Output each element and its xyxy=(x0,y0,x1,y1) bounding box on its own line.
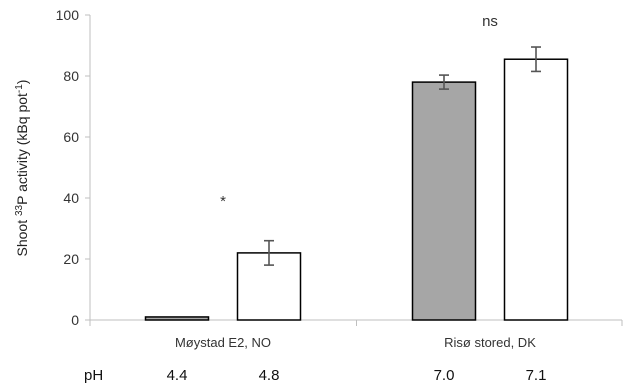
bar xyxy=(503,58,569,321)
ph-label: pH xyxy=(84,367,103,384)
y-tick-label: 40 xyxy=(63,190,79,206)
x-category-label: Møystad E2, NO xyxy=(175,335,271,350)
bar xyxy=(411,81,477,321)
y-tick-label: 20 xyxy=(63,251,79,267)
ph-value-label: 7.1 xyxy=(526,367,547,384)
y-tick-label: 0 xyxy=(71,312,79,328)
bar xyxy=(144,316,210,321)
ph-value-label: 4.4 xyxy=(167,367,188,384)
y-tick-label: 80 xyxy=(63,68,79,84)
y-tick-label: 60 xyxy=(63,129,79,145)
ph-value-label: 4.8 xyxy=(259,367,280,384)
significance-annotation: * xyxy=(220,193,226,210)
x-category-label: Risø stored, DK xyxy=(444,335,536,350)
y-axis-label: Shoot 33P activity (kBq pot-1) xyxy=(14,80,30,257)
ph-value-label: 7.0 xyxy=(434,367,455,384)
significance-annotation: ns xyxy=(482,13,498,30)
y-tick-label: 100 xyxy=(56,7,80,23)
plot-area: 0 20 40 60 80 100 Møystad E2, NO Risø stored, D… xyxy=(56,7,623,384)
